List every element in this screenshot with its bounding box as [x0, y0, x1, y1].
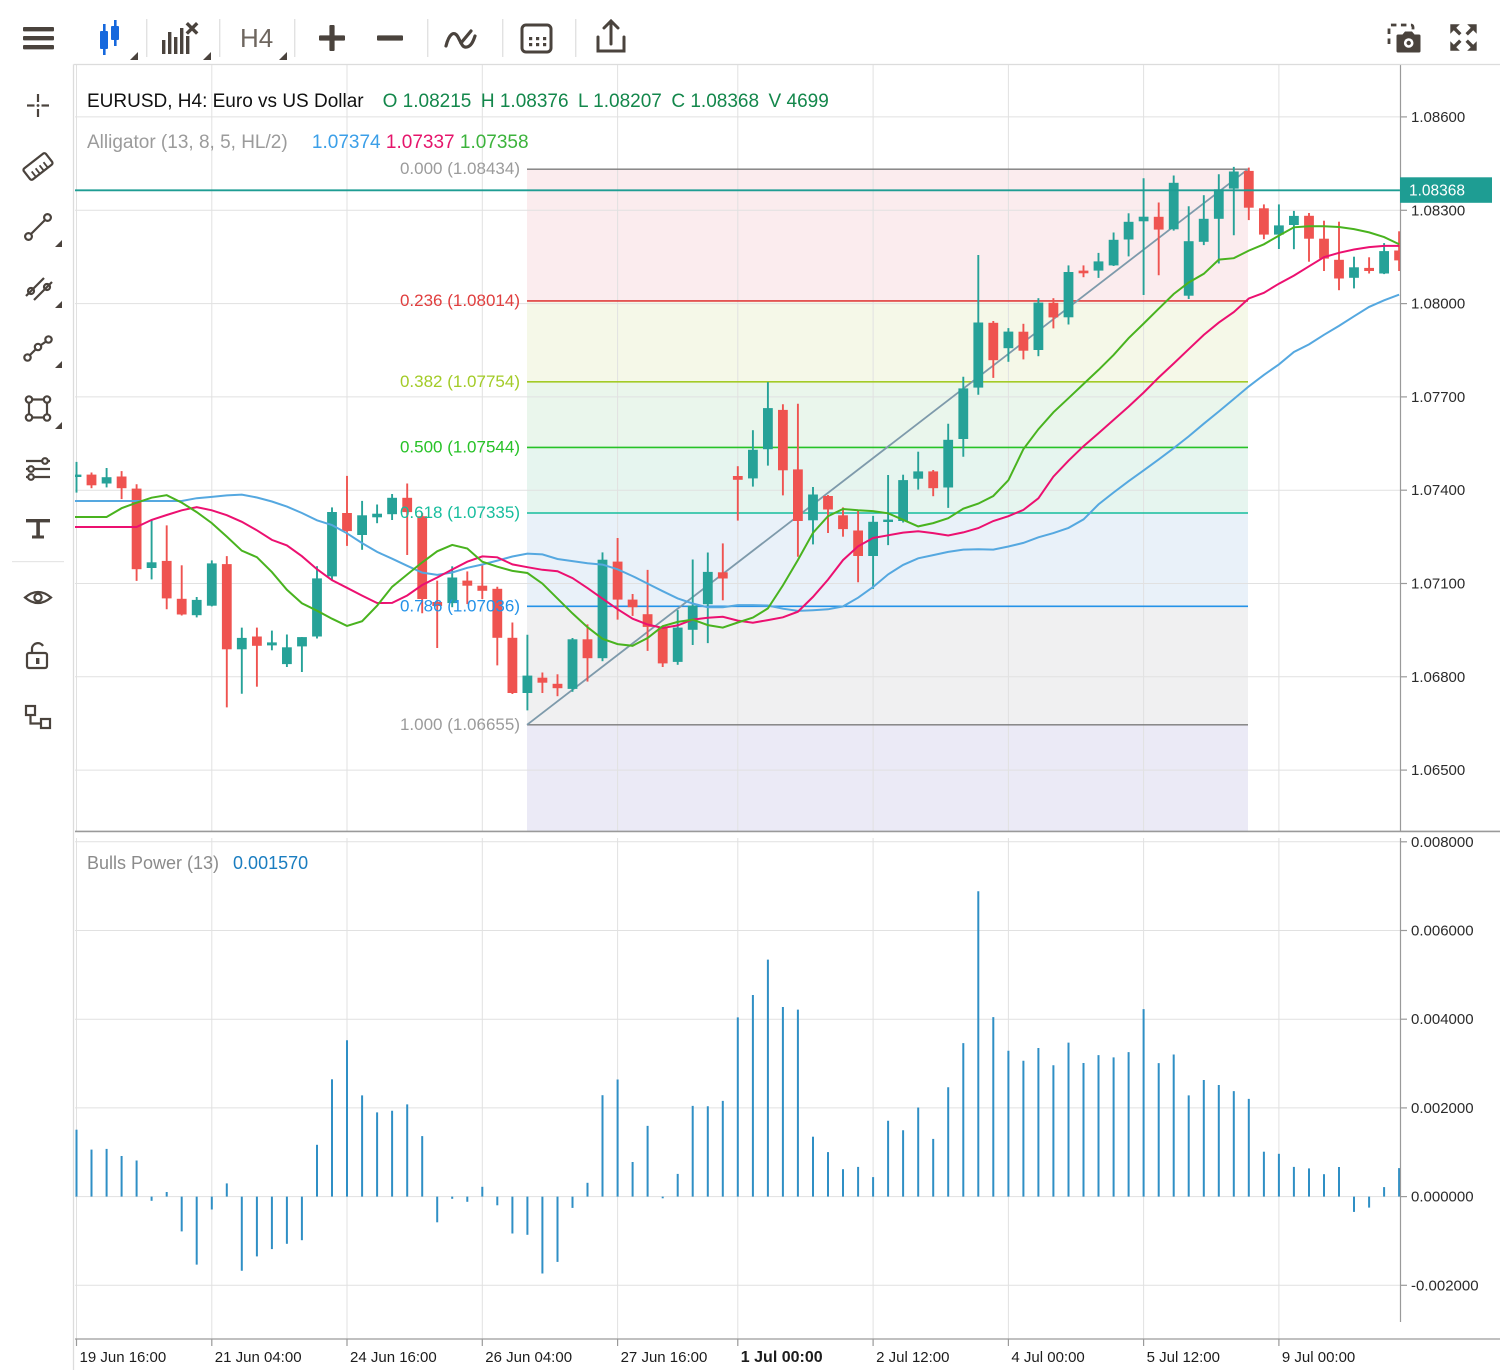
svg-text:0.786 (1.07036): 0.786 (1.07036) [400, 596, 520, 615]
svg-text:4 Jul 00:00: 4 Jul 00:00 [1011, 1349, 1084, 1366]
svg-text:1 Jul 00:00: 1 Jul 00:00 [741, 1349, 823, 1366]
svg-text:1.08000: 1.08000 [1411, 296, 1465, 313]
svg-text:26 Jun 04:00: 26 Jun 04:00 [485, 1349, 572, 1366]
svg-text:1.07400: 1.07400 [1411, 482, 1465, 499]
svg-text:0.002000: 0.002000 [1411, 1100, 1474, 1117]
svg-text:0.382 (1.07754): 0.382 (1.07754) [400, 372, 520, 391]
svg-text:0.500 (1.07544): 0.500 (1.07544) [400, 437, 520, 456]
svg-text:0.236 (1.08014): 0.236 (1.08014) [400, 291, 520, 310]
svg-text:1.08300: 1.08300 [1411, 202, 1465, 219]
svg-text:H4: H4 [240, 23, 273, 53]
svg-text:27 Jun 16:00: 27 Jun 16:00 [621, 1349, 708, 1366]
svg-text:1.08600: 1.08600 [1411, 109, 1465, 126]
svg-text:0.000000: 0.000000 [1411, 1189, 1474, 1206]
svg-text:1.06800: 1.06800 [1411, 669, 1465, 686]
svg-text:9 Jul 00:00: 9 Jul 00:00 [1282, 1349, 1355, 1366]
svg-text:24 Jun 16:00: 24 Jun 16:00 [350, 1349, 437, 1366]
svg-text:2 Jul 12:00: 2 Jul 12:00 [876, 1349, 949, 1366]
svg-text:-0.002000: -0.002000 [1411, 1277, 1479, 1294]
svg-text:1.08368: 1.08368 [1409, 183, 1465, 200]
svg-text:Bulls Power (13) 0.001570: Bulls Power (13) 0.001570 [87, 853, 308, 873]
svg-text:1.000 (1.06655): 1.000 (1.06655) [400, 715, 520, 734]
svg-text:0.000 (1.08434): 0.000 (1.08434) [400, 159, 520, 178]
svg-text:0.006000: 0.006000 [1411, 923, 1474, 940]
svg-text:1.06500: 1.06500 [1411, 762, 1465, 779]
svg-text:21 Jun 04:00: 21 Jun 04:00 [215, 1349, 302, 1366]
svg-text:1.07700: 1.07700 [1411, 389, 1465, 406]
svg-text:1.07100: 1.07100 [1411, 576, 1465, 593]
svg-text:0.004000: 0.004000 [1411, 1011, 1474, 1028]
svg-text:0.008000: 0.008000 [1411, 834, 1474, 851]
svg-text:Alligator (13, 8, 5, HL/2) 1.: Alligator (13, 8, 5, HL/2) 1.07374 1.073… [87, 132, 529, 153]
svg-text:19 Jun 16:00: 19 Jun 16:00 [80, 1349, 167, 1366]
svg-text:EURUSD, H4: Euro vs US Dollar: EURUSD, H4: Euro vs US Dollar O 1.08215 … [87, 91, 829, 112]
svg-text:5 Jul 12:00: 5 Jul 12:00 [1147, 1349, 1220, 1366]
svg-text:0.618 (1.07335): 0.618 (1.07335) [400, 503, 520, 522]
